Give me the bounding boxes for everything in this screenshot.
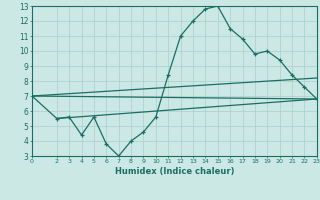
- X-axis label: Humidex (Indice chaleur): Humidex (Indice chaleur): [115, 167, 234, 176]
